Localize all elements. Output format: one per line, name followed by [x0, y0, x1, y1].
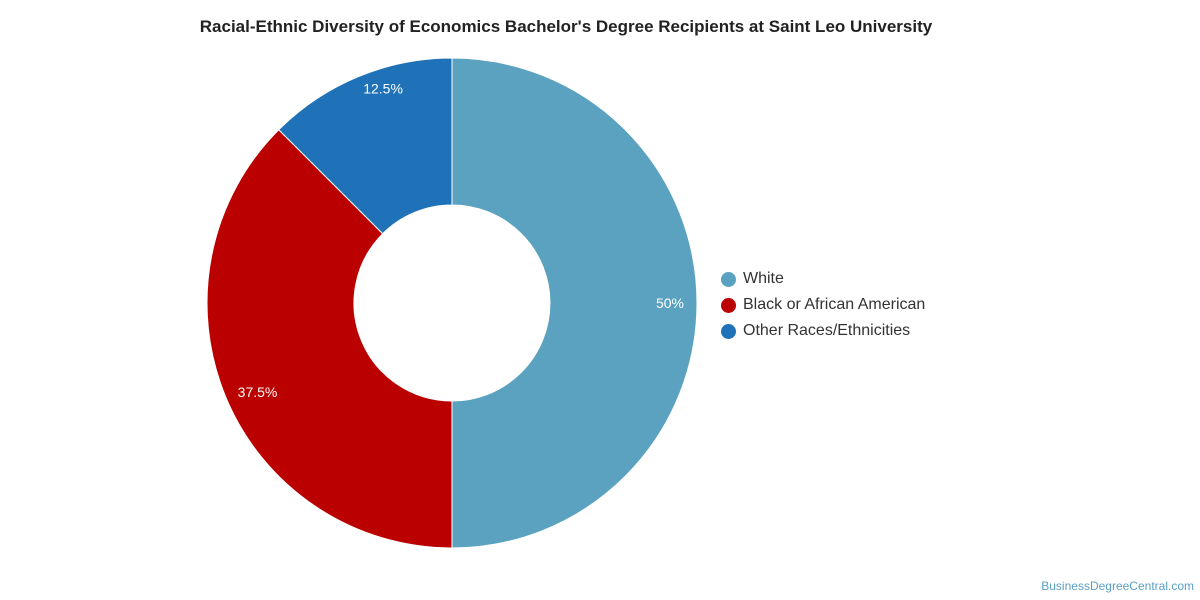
legend-item-other-races-ethnicities[interactable]: Other Races/Ethnicities [721, 318, 925, 344]
legend-label: White [743, 270, 784, 287]
chart-title: Racial-Ethnic Diversity of Economics Bac… [199, 17, 933, 36]
slice-other-races-ethnicities[interactable] [278, 57, 453, 235]
slice-label-0: 50% [656, 295, 684, 311]
legend: White Black or African American Other Race… [721, 266, 925, 344]
legend-item-white[interactable]: White [721, 266, 925, 292]
legend-item-black-or-african-american[interactable]: Black or African American [721, 292, 925, 318]
slice-white[interactable] [451, 57, 698, 549]
legend-swatch-icon [721, 297, 736, 313]
slice-label-2: 12.5% [363, 81, 403, 97]
legend-label: Black or African American [743, 296, 926, 313]
legend-swatch-icon [721, 323, 736, 339]
watermark: BusinessDegreeCentral.com [1041, 579, 1194, 593]
slice-black-or-african-american[interactable] [206, 129, 453, 549]
legend-swatch-icon [721, 271, 736, 287]
legend-label: Other Races/Ethnicities [743, 322, 911, 339]
slice-label-1: 37.5% [238, 384, 278, 400]
